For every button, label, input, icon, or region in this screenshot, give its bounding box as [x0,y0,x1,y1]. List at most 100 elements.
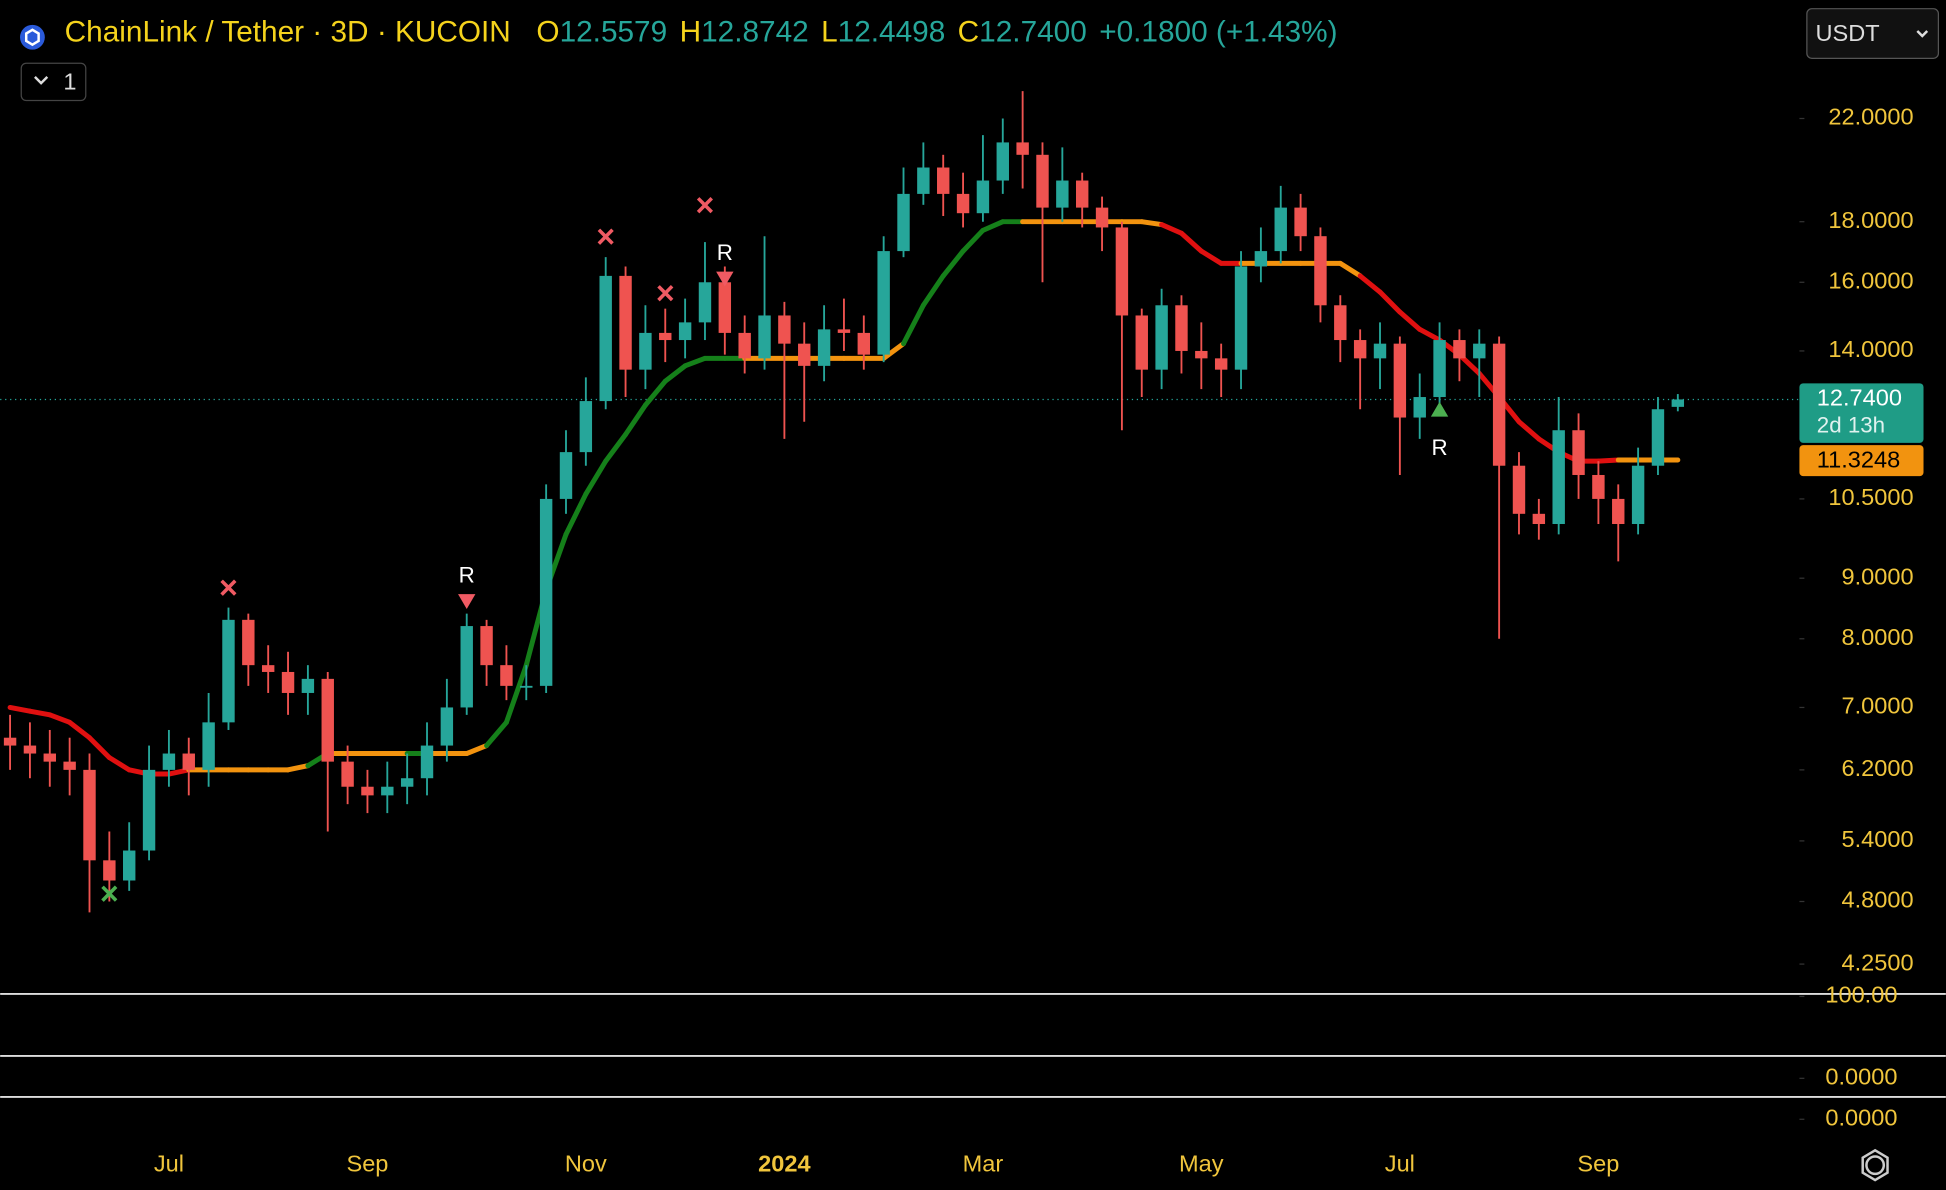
candle-body [261,665,275,672]
indicators-button[interactable] [20,62,87,102]
ohlc-key: L [821,15,838,48]
candle-body [1671,399,1685,407]
x-tick-label: Jul [1385,1150,1415,1176]
trend-line [901,302,926,347]
candle-body [1234,266,1248,370]
candle-body [222,619,235,723]
candle-body [142,769,156,851]
trend-line [682,355,708,369]
trend-line [1159,222,1184,236]
header: ChainLink / Tether · 3D · KUCOIN O12.557… [65,15,1338,48]
ohlc-key: H [680,15,702,48]
trend-line [67,719,92,741]
ohlc-value: 12.8742 [701,15,809,48]
y-tick-label: 5.4000 [1842,826,1914,852]
candle-body [301,678,315,693]
candle-body [718,282,732,333]
candle-body [1413,397,1426,418]
candle-body [1294,207,1307,237]
signal-label: R [459,563,475,588]
settings-icon-frame [1861,1148,1889,1182]
candle-body [420,745,434,779]
cross-signal: × [696,187,715,223]
trend-line [642,378,668,408]
candle-body [599,275,612,402]
coin-icon [20,24,45,50]
candle-body [1592,474,1605,499]
candle-body [1254,251,1268,267]
candle-body [937,167,950,194]
candle-body [1195,350,1208,359]
x-tick-label: Sep [1577,1150,1619,1176]
candle-body [1373,343,1387,359]
trend-line [1595,457,1621,464]
candle-body [1175,305,1188,351]
candle-body [1393,343,1407,418]
candle-body [1631,465,1645,525]
trend-line [1377,289,1403,315]
candle-body [1552,430,1565,525]
pane-mask [1799,1002,1946,1055]
trend-line [940,248,966,279]
y-tick-label: 7.0000 [1842,693,1914,719]
x-tick-label: 2024 [758,1150,810,1176]
candle-body [1612,498,1625,525]
trend-line [583,458,609,497]
candle-body [817,329,831,366]
trend-line [47,712,73,725]
candle-body [1353,340,1367,359]
candle-body [559,452,573,499]
candle-body [43,753,56,762]
cross-signal: × [656,275,675,311]
ohlc-value: 12.4498 [838,15,946,48]
trend-line [1198,248,1224,266]
pane-tick-label: 0.0000 [1825,1064,1897,1090]
signal-label: R [717,240,733,265]
candle-body [480,626,493,666]
candle-body [639,332,652,370]
currency-label: USDT [1816,20,1880,46]
y-tick-label: 9.0000 [1842,563,1914,589]
candle-body [400,778,414,787]
candle-body [1274,207,1287,252]
candle-body [1473,343,1486,359]
candle-body [103,860,116,881]
candle-body [3,737,17,746]
candle-body [1492,343,1506,466]
candle-body [1214,358,1228,370]
candle-body [440,707,454,746]
trend-line [1337,260,1363,279]
indicators-count: 1 [63,68,76,94]
trend-price-label: 11.3248 [1817,446,1900,472]
candle-body [341,761,354,787]
countdown-label: 2d 13h [1817,413,1885,438]
candle-body [1453,340,1466,359]
candle-body [1095,207,1109,228]
candle-body [798,343,811,366]
currency-selector[interactable] [1806,8,1940,59]
trend-line [603,432,629,464]
candle-body [659,332,672,341]
trend-line [960,227,986,254]
candle-body [1512,465,1526,514]
y-tick-label: 4.2500 [1842,949,1914,975]
trend-line [623,402,648,438]
candle-body [63,761,76,770]
candle-body [281,671,295,693]
ohlc-value: 12.7400 [979,15,1087,48]
candle-body [539,498,553,686]
cross-signal: × [100,876,119,912]
candle-body [678,322,692,341]
candle-body [500,665,513,686]
coin-icon-glyph [24,28,40,47]
trend-line [1417,326,1443,343]
trend-line [464,743,490,757]
candle-body [1056,180,1069,208]
candle-body [1155,305,1168,370]
signal-label: R [1432,435,1448,460]
candle-body [202,722,215,770]
settings-icon[interactable] [1865,1155,1886,1176]
